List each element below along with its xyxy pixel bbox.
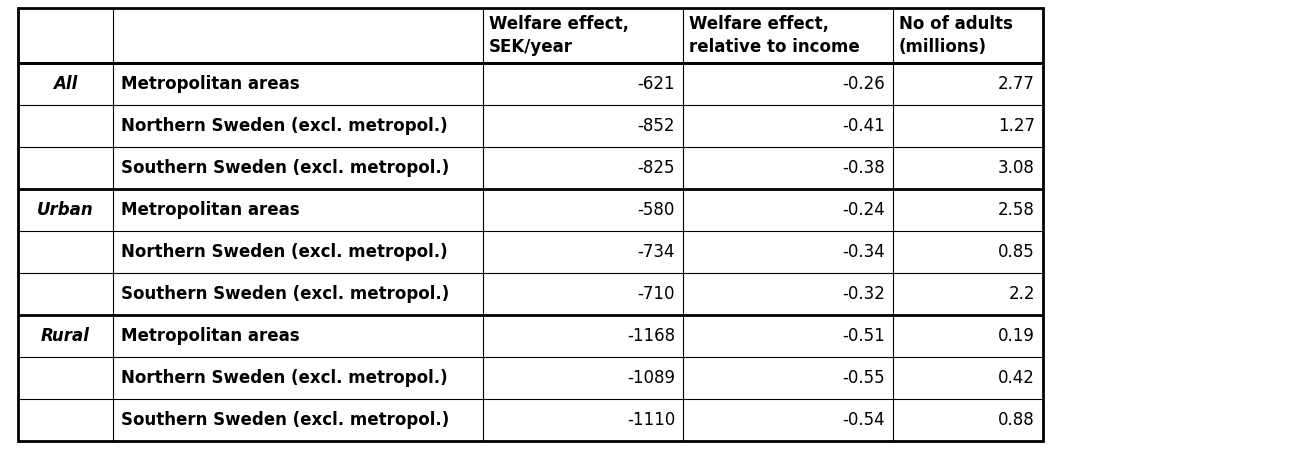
Text: 0.88: 0.88 [998,411,1034,429]
Text: Southern Sweden (excl. metropol.): Southern Sweden (excl. metropol.) [122,411,449,429]
Text: Metropolitan areas: Metropolitan areas [122,327,300,345]
Bar [18,8,1043,441]
Text: Welfare effect,
SEK/year: Welfare effect, SEK/year [489,15,628,56]
Text: 1.27: 1.27 [998,117,1034,135]
Text: 2.77: 2.77 [998,75,1034,93]
Text: -0.54: -0.54 [842,411,884,429]
Text: Urban: Urban [37,201,94,219]
Text: -0.32: -0.32 [842,285,884,303]
Text: Northern Sweden (excl. metropol.): Northern Sweden (excl. metropol.) [122,369,447,387]
Text: Southern Sweden (excl. metropol.): Southern Sweden (excl. metropol.) [122,285,449,303]
Text: Metropolitan areas: Metropolitan areas [122,201,300,219]
Text: Northern Sweden (excl. metropol.): Northern Sweden (excl. metropol.) [122,117,447,135]
Text: -0.51: -0.51 [842,327,884,345]
Text: Southern Sweden (excl. metropol.): Southern Sweden (excl. metropol.) [122,159,449,177]
Text: -734: -734 [637,243,675,261]
Text: -710: -710 [637,285,675,303]
Text: -0.24: -0.24 [842,201,884,219]
Text: No of adults
(millions): No of adults (millions) [899,15,1012,56]
Text: -1168: -1168 [627,327,675,345]
Text: 0.42: 0.42 [998,369,1034,387]
Text: 2.58: 2.58 [998,201,1034,219]
Text: -0.55: -0.55 [842,369,884,387]
Text: 0.85: 0.85 [998,243,1034,261]
Text: -0.34: -0.34 [842,243,884,261]
Text: -852: -852 [637,117,675,135]
Text: -621: -621 [637,75,675,93]
Text: Metropolitan areas: Metropolitan areas [122,75,300,93]
Text: -0.38: -0.38 [842,159,884,177]
Text: -1089: -1089 [627,369,675,387]
Text: -825: -825 [637,159,675,177]
Text: 3.08: 3.08 [998,159,1034,177]
Text: -580: -580 [637,201,675,219]
Text: -0.26: -0.26 [842,75,884,93]
Text: 0.19: 0.19 [998,327,1034,345]
Text: Welfare effect,
relative to income: Welfare effect, relative to income [689,15,860,56]
Text: All: All [53,75,78,93]
Text: Rural: Rural [41,327,91,345]
Text: -1110: -1110 [627,411,675,429]
Text: Northern Sweden (excl. metropol.): Northern Sweden (excl. metropol.) [122,243,447,261]
Text: -0.41: -0.41 [842,117,884,135]
Text: 2.2: 2.2 [1009,285,1034,303]
